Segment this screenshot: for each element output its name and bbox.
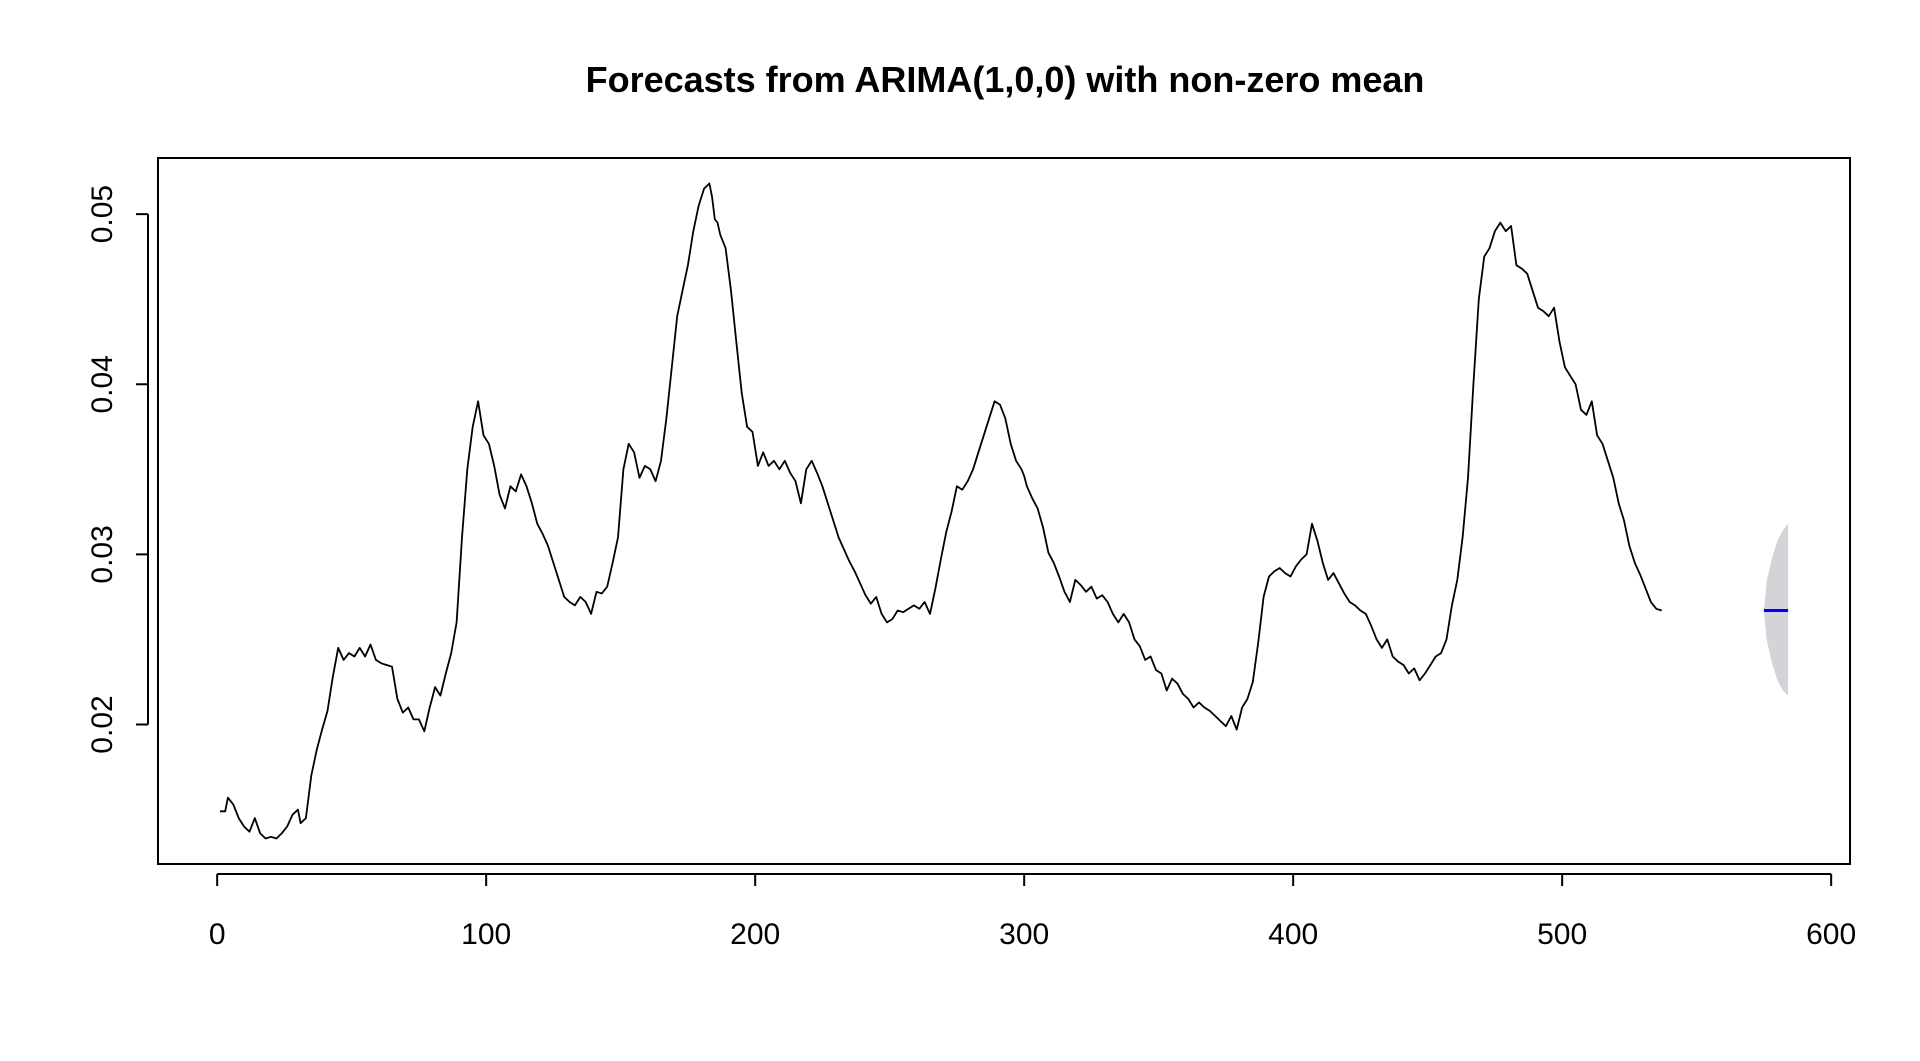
y-tick-label: 0.03 <box>86 525 119 583</box>
axis-layer: 0 100 200 300 400 500 600 0.02 0.03 0.04 0.05 <box>86 185 1856 951</box>
y-tick-label: 0.05 <box>86 185 119 243</box>
x-tick-label: 100 <box>461 918 511 951</box>
y-tick-label: 0.02 <box>86 695 119 753</box>
x-tick-label: 300 <box>999 918 1049 951</box>
x-tick-label: 500 <box>1537 918 1587 951</box>
x-tick-label: 400 <box>1268 918 1318 951</box>
series-layer <box>219 182 1789 840</box>
observed-series-line <box>219 182 1662 840</box>
x-tick-label: 0 <box>209 918 226 951</box>
x-tick-label: 600 <box>1806 918 1856 951</box>
x-tick-label: 200 <box>730 918 780 951</box>
y-tick-label: 0.04 <box>86 355 119 413</box>
chart-title: Forecasts from ARIMA(1,0,0) with non-zer… <box>586 59 1425 100</box>
plot-frame <box>157 157 1851 865</box>
